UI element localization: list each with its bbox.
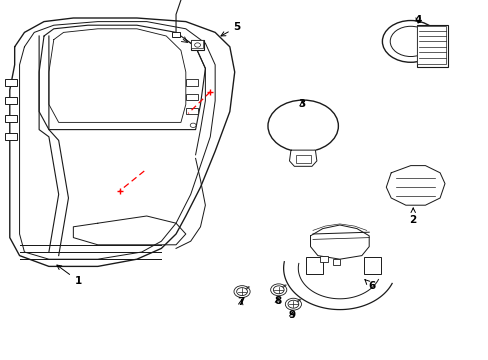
Text: 9: 9	[288, 310, 295, 320]
Bar	[5, 133, 17, 140]
Bar	[191, 40, 203, 48]
Polygon shape	[289, 150, 316, 166]
Bar	[5, 115, 17, 122]
Bar	[416, 25, 447, 67]
Polygon shape	[386, 166, 444, 205]
Bar	[185, 94, 198, 100]
Circle shape	[285, 298, 301, 310]
Bar	[185, 108, 198, 114]
Bar	[305, 257, 322, 274]
Circle shape	[382, 21, 438, 62]
Bar	[320, 256, 327, 262]
Polygon shape	[310, 225, 368, 259]
Bar	[332, 259, 340, 265]
Text: 6: 6	[364, 280, 374, 291]
Text: 4: 4	[413, 15, 421, 25]
Circle shape	[236, 288, 247, 296]
Circle shape	[270, 284, 286, 296]
Circle shape	[287, 300, 298, 308]
Polygon shape	[10, 18, 234, 266]
Circle shape	[190, 123, 196, 127]
Circle shape	[267, 100, 338, 152]
Bar	[295, 155, 310, 163]
Bar	[5, 79, 17, 86]
Bar	[171, 32, 180, 37]
Circle shape	[273, 286, 284, 294]
Polygon shape	[73, 216, 185, 245]
Bar	[364, 257, 381, 274]
Text: 8: 8	[274, 296, 281, 306]
Bar	[5, 97, 17, 104]
Text: 2: 2	[409, 208, 416, 225]
Polygon shape	[283, 262, 391, 310]
Circle shape	[389, 26, 430, 57]
Circle shape	[233, 286, 249, 297]
Text: 1: 1	[57, 265, 81, 286]
Bar	[416, 26, 445, 64]
Circle shape	[194, 43, 200, 47]
Polygon shape	[39, 25, 205, 130]
Text: 5: 5	[221, 22, 240, 36]
Text: 7: 7	[237, 297, 244, 307]
Text: 3: 3	[298, 99, 305, 109]
Bar	[190, 40, 204, 50]
Bar	[185, 79, 198, 86]
